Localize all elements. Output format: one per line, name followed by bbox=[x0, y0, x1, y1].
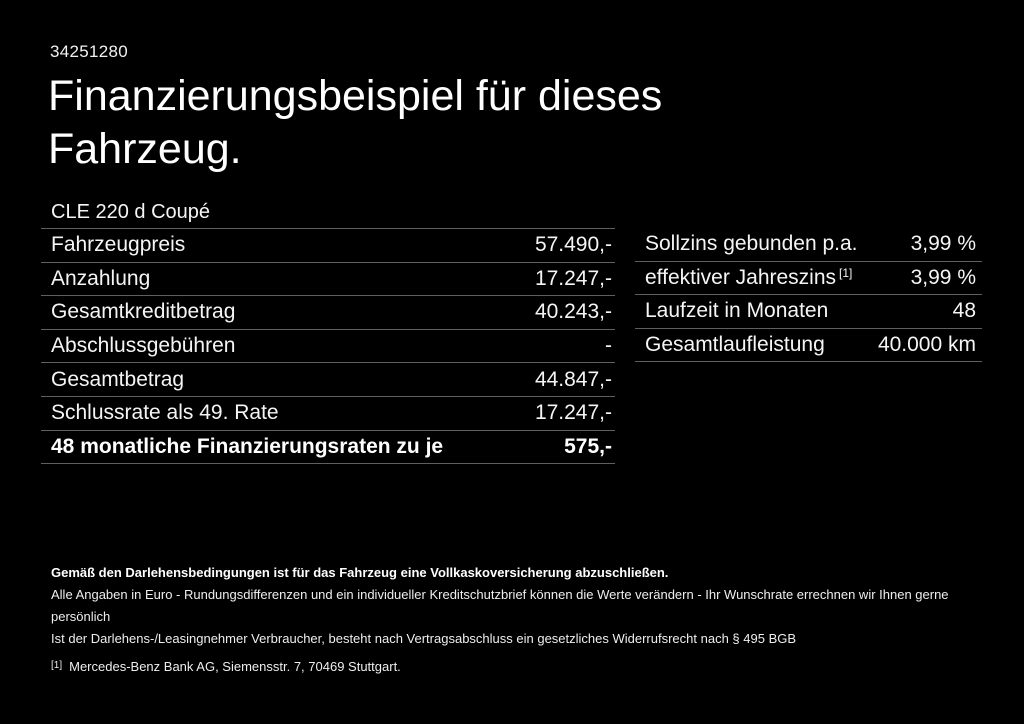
row-value: 40.000 km bbox=[877, 333, 976, 357]
footer: Gemäß den Darlehensbedingungen ist für d… bbox=[51, 562, 981, 680]
table-row: Gesamtlaufleistung 40.000 km bbox=[635, 329, 982, 363]
row-label: Laufzeit in Monaten bbox=[645, 299, 829, 323]
row-value: 3,99 % bbox=[910, 265, 976, 289]
table-row: Fahrzeugpreis 57.490,- bbox=[41, 229, 615, 263]
row-label: 48 monatliche Finanzierungsraten zu je bbox=[51, 434, 444, 458]
row-value: 3,99 % bbox=[910, 232, 976, 256]
doc-number: 34251280 bbox=[50, 42, 129, 61]
table-row: Abschlussgebühren - bbox=[41, 330, 615, 364]
row-label: Abschlussgebühren bbox=[51, 334, 236, 358]
row-value: 17.247,- bbox=[534, 266, 612, 290]
table-row: Gesamtkreditbetrag 40.243,- bbox=[41, 296, 615, 330]
row-value: 44.847,- bbox=[534, 367, 612, 391]
financing-table: Fahrzeugpreis 57.490,- Anzahlung 17.247,… bbox=[41, 228, 615, 465]
row-label: Gesamtlaufleistung bbox=[645, 333, 825, 357]
table-row: Gesamtbetrag 44.847,- bbox=[41, 363, 615, 397]
insurance-note: Gemäß den Darlehensbedingungen ist für d… bbox=[51, 565, 669, 580]
row-label: Gesamtkreditbetrag bbox=[51, 300, 236, 324]
table-row: Laufzeit in Monaten 48 bbox=[635, 295, 982, 329]
row-label: effektiver Jahreszins [1] bbox=[645, 265, 853, 289]
page-title: Finanzierungsbeispiel für dieses Fahrzeu… bbox=[48, 72, 663, 173]
row-value: 48 bbox=[952, 299, 976, 323]
row-label: Sollzins gebunden p.a. bbox=[645, 232, 858, 256]
row-value: 57.490,- bbox=[534, 233, 612, 257]
table-row: Sollzins gebunden p.a. 3,99 % bbox=[635, 228, 982, 262]
row-value: - bbox=[605, 334, 612, 358]
row-label: Fahrzeugpreis bbox=[51, 233, 186, 257]
disclaimer-line: Alle Angaben in Euro - Rundungsdifferenz… bbox=[51, 587, 949, 624]
footnote: [1] Mercedes-Benz Bank AG, Siemensstr. 7… bbox=[51, 656, 981, 680]
row-label: Anzahlung bbox=[51, 266, 151, 290]
table-row: Anzahlung 17.247,- bbox=[41, 263, 615, 297]
footnote-text: Mercedes-Benz Bank AG, Siemensstr. 7, 70… bbox=[69, 659, 401, 674]
row-value: 575,- bbox=[564, 434, 612, 458]
conditions-table: Sollzins gebunden p.a. 3,99 % effektiver… bbox=[635, 228, 982, 363]
row-label: Gesamtbetrag bbox=[51, 367, 185, 391]
footnote-marker: [1] bbox=[51, 660, 63, 671]
table-row: effektiver Jahreszins [1] 3,99 % bbox=[635, 262, 982, 296]
disclaimer-line: Ist der Darlehens-/Leasingnehmer Verbrau… bbox=[51, 631, 797, 646]
table-row-monthly-rate: 48 monatliche Finanzierungsraten zu je 5… bbox=[41, 431, 615, 465]
row-value: 17.247,- bbox=[534, 401, 612, 425]
row-value: 40.243,- bbox=[534, 300, 612, 324]
row-label: Schlussrate als 49. Rate bbox=[51, 401, 279, 425]
vehicle-model: CLE 220 d Coupé bbox=[51, 201, 211, 223]
table-row: Schlussrate als 49. Rate 17.247,- bbox=[41, 397, 615, 431]
footnote-marker: [1] bbox=[839, 265, 853, 280]
